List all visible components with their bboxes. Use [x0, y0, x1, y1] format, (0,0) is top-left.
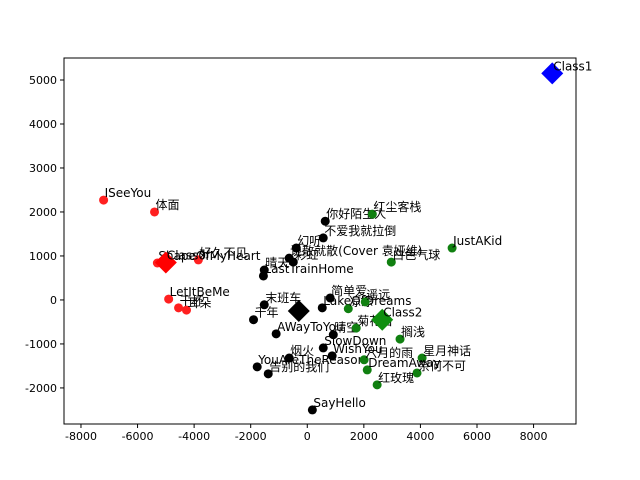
- x-tick-label: -2000: [235, 430, 267, 443]
- point-label: Class1: [553, 59, 592, 73]
- point-label: AWayToYou: [277, 320, 343, 334]
- centroid-marker: [154, 251, 177, 274]
- point-label: 晴天: [265, 256, 289, 270]
- y-tick-label: 5000: [29, 74, 57, 87]
- point-label: 简单爱: [331, 284, 367, 298]
- point-label: 好久不见: [199, 246, 247, 260]
- y-tick-label: 2000: [29, 206, 57, 219]
- x-tick-label: -4000: [178, 430, 210, 443]
- point: [328, 330, 338, 340]
- y-tick-label: 3000: [29, 162, 57, 175]
- point: [351, 323, 361, 333]
- plot-frame: [63, 57, 577, 425]
- point-label: LetItBeMe: [170, 285, 230, 299]
- x-tick-label: 0: [304, 430, 311, 443]
- centroid-marker: [371, 308, 394, 331]
- point: [362, 365, 372, 375]
- point-label: 说散就散(Cover 袁娅维): [290, 243, 422, 258]
- point: [318, 343, 328, 353]
- point-label: 奈何不可: [418, 359, 466, 373]
- point-label: Class0: [167, 249, 206, 263]
- point-label: 体面: [156, 198, 180, 212]
- x-tick-label: -6000: [122, 430, 154, 443]
- y-tick-label: 4000: [29, 118, 57, 131]
- x-tick-label: -8000: [65, 430, 97, 443]
- point-label: 千年: [255, 306, 279, 320]
- point-label: 红玫瑰: [378, 370, 414, 385]
- point: [271, 329, 281, 339]
- point-label: 不爱我就拉倒: [324, 223, 396, 238]
- y-tick-label: -2000: [25, 382, 57, 395]
- point-label: 干杯: [180, 294, 204, 308]
- point-label: 告别的我们: [269, 359, 329, 374]
- point: [252, 362, 262, 372]
- point-label: 耳朵: [187, 296, 211, 310]
- point: [259, 300, 269, 310]
- point: [288, 257, 298, 267]
- point-label: YouAreTheReason: [257, 353, 365, 367]
- point-label: SayHello: [313, 396, 366, 410]
- point: [150, 207, 160, 217]
- x-tick-label: 6000: [463, 430, 491, 443]
- point: [320, 216, 330, 226]
- point-label: 搁浅: [401, 324, 425, 339]
- point-label: 彩虹: [294, 248, 318, 262]
- point: [258, 271, 268, 281]
- point: [412, 368, 422, 378]
- point: [284, 353, 294, 363]
- point-label: JustAKid: [452, 234, 502, 248]
- point-label: WishYou: [333, 342, 382, 356]
- point: [307, 405, 317, 415]
- point-label: LastTrainHome: [264, 262, 353, 276]
- x-tick-label: 2000: [350, 430, 378, 443]
- point-label: 幻听: [297, 234, 321, 248]
- point-label: 烟火: [290, 344, 314, 358]
- point: [386, 257, 396, 267]
- point: [343, 304, 353, 314]
- point-label: SlowDown: [324, 334, 386, 348]
- point-label: Class2: [383, 306, 422, 320]
- point: [395, 334, 405, 344]
- point: [317, 303, 327, 313]
- point: [360, 297, 370, 307]
- point-label: ShapeOfMyHeart: [158, 249, 260, 263]
- point: [181, 305, 191, 315]
- y-tick-label: 0: [50, 294, 57, 307]
- centroid-marker: [541, 62, 564, 85]
- point-label: 红尘客栈: [373, 199, 421, 214]
- y-tick-label: -1000: [25, 338, 57, 351]
- point-label: DreamAway: [368, 356, 440, 370]
- centroid-marker: [287, 299, 310, 322]
- point-label: 六月的雨: [365, 345, 413, 360]
- point: [193, 255, 203, 265]
- x-tick-label: 8000: [520, 430, 548, 443]
- point: [164, 294, 174, 304]
- point: [249, 315, 259, 325]
- point-label: 晴空: [334, 321, 358, 335]
- point-label: 末班车: [265, 290, 301, 305]
- point: [318, 233, 328, 243]
- point: [174, 303, 184, 313]
- point: [367, 209, 377, 219]
- point-label: ISeeYou: [105, 186, 152, 200]
- point: [327, 351, 337, 361]
- point: [372, 380, 382, 390]
- point: [325, 293, 335, 303]
- x-tick-label: 4000: [406, 430, 434, 443]
- point: [263, 369, 273, 379]
- point: [99, 195, 109, 205]
- point-label: 星月神话: [423, 344, 471, 358]
- point: [291, 243, 301, 253]
- point-label: 白色气球: [392, 247, 440, 262]
- point: [359, 355, 369, 365]
- y-tick-label: 1000: [29, 250, 57, 263]
- point-label: 遥远: [366, 288, 390, 302]
- point: [417, 353, 427, 363]
- point: [447, 243, 457, 253]
